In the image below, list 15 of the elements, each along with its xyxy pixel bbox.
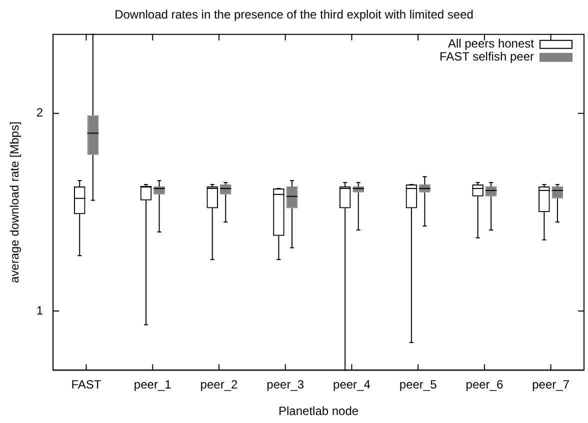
x-tick-label: peer_6: [466, 378, 504, 392]
x-axis-title: Planetlab node: [278, 404, 359, 418]
x-tick-label: peer_5: [399, 378, 438, 392]
x-tick-label: peer_1: [134, 378, 172, 392]
y-tick-label: 1: [36, 303, 44, 318]
y-axis-title: average download rate [Mbps]: [8, 122, 22, 284]
chart-title: Download rates in the presence of the third exploit with limited seed: [114, 8, 474, 22]
x-tick-label: peer_4: [333, 378, 371, 392]
x-tick-label: peer_7: [532, 378, 570, 392]
legend-label: FAST selfish peer: [440, 50, 534, 64]
y-tick-label: 2: [36, 106, 44, 120]
x-tick-label: FAST: [71, 378, 102, 392]
x-tick-label: peer_2: [200, 378, 238, 392]
x-tick-label: peer_3: [266, 378, 304, 392]
legend-label: All peers honest: [448, 36, 535, 51]
